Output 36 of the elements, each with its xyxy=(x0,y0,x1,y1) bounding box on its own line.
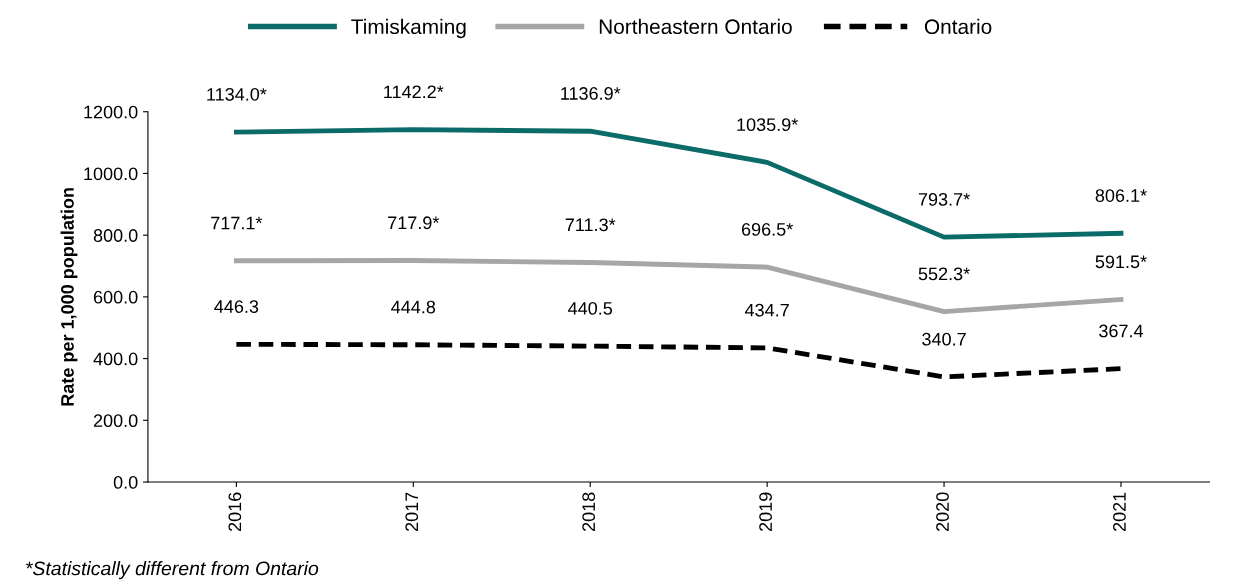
legend-label: Ontario xyxy=(924,18,992,35)
y-tick-label: 200.0 xyxy=(93,414,138,428)
data-label: 806.1* xyxy=(1095,189,1147,202)
y-tick-label: 0.0 xyxy=(113,475,138,489)
y-tick-label: 800.0 xyxy=(93,229,138,242)
data-label: 552.3* xyxy=(918,267,970,281)
x-tick-label: 2021 xyxy=(1113,492,1126,532)
data-label: 696.5* xyxy=(741,222,793,236)
data-label: 1136.9* xyxy=(561,87,621,100)
y-tick-label: 1200.0 xyxy=(84,105,138,119)
data-label: 717.1* xyxy=(211,216,263,230)
text: *Statistically different from Ontario xyxy=(26,561,319,580)
data-label: 444.8 xyxy=(391,300,436,314)
data-label: 434.7 xyxy=(744,303,789,317)
data-label: 717.9* xyxy=(388,216,440,230)
data-label: 711.3* xyxy=(565,218,616,232)
data-label: 1134.0* xyxy=(207,87,267,101)
x-tick-label: 2019 xyxy=(759,492,772,532)
data-label: 1035.9* xyxy=(737,118,798,132)
data-label: 591.5* xyxy=(1095,255,1147,269)
x-tick-label: 2020 xyxy=(936,492,949,532)
x-tick-label: 2016 xyxy=(228,492,242,532)
data-label: 340.7 xyxy=(922,332,966,346)
x-tick-label: 2017 xyxy=(405,492,419,532)
y-tick-label: 1000.0 xyxy=(84,167,138,181)
data-label: 446.3 xyxy=(214,300,259,313)
data-label: 367.4 xyxy=(1099,324,1144,338)
legend-label: Timiskaming xyxy=(351,18,466,39)
y-tick-label: 600.0 xyxy=(93,290,138,304)
x-tick-label: 2018 xyxy=(582,492,596,532)
y-tick-label: 400.0 xyxy=(93,352,138,366)
data-label: 793.7* xyxy=(918,192,970,206)
data-label: 1142.2* xyxy=(384,85,444,99)
legend-label: Northeastern Ontario xyxy=(599,18,792,35)
y-axis-title: Rate per 1,000 population xyxy=(60,188,78,406)
data-label: 440.5 xyxy=(568,301,613,315)
